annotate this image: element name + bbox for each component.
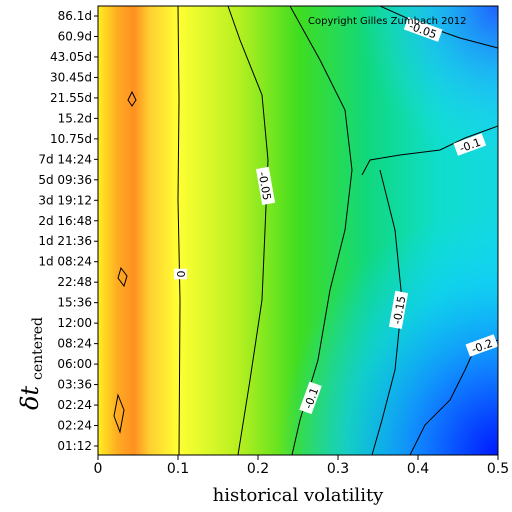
contour-label-bg — [299, 381, 322, 415]
y-tick-label: 5d 09:36 — [38, 173, 92, 187]
contour-blob-1 — [127, 90, 137, 107]
contour-label-bg — [453, 133, 487, 156]
contour-line-neg0-1-right — [361, 125, 498, 176]
copyright-text: Copyright Gilles Zumbach 2012 — [308, 16, 467, 27]
y-tick-label: 03:36 — [57, 378, 92, 392]
y-tick-label: 7d 14:24 — [38, 152, 92, 166]
contour-label: 0 — [174, 268, 188, 280]
contour-line-0 — [177, 6, 181, 455]
contour-label-bg — [403, 17, 443, 42]
y-tick-label: 43.05d — [50, 50, 92, 64]
contour-blob-3 — [113, 393, 125, 434]
x-tick-label: 0.4 — [407, 461, 429, 477]
y-tick-label: 02:24 — [57, 398, 92, 412]
y-tick-label: 2d 16:48 — [38, 214, 92, 228]
y-tick-label: 02:24 — [57, 419, 92, 433]
y-axis-title-main: δt — [16, 386, 44, 410]
contour-label-text: 0 — [175, 271, 188, 278]
y-tick-label: 30.45d — [50, 70, 92, 84]
y-tick-label: 3d 19:12 — [38, 193, 92, 207]
plot-frame — [97, 5, 499, 456]
x-tick-label: 0.5 — [487, 461, 509, 477]
x-tick-label: 0.2 — [247, 461, 269, 477]
y-tick-label: 12:00 — [57, 316, 92, 330]
contour-label-text: -0.15 — [391, 295, 409, 325]
y-tick-label: 86.1d — [58, 9, 92, 23]
contour-label: -0.15 — [388, 290, 409, 330]
y-axis-title: δt centered — [16, 317, 46, 410]
contour-label-bg — [465, 334, 499, 357]
y-tick-label: 1d 08:24 — [38, 255, 92, 269]
contour-label-bg — [255, 166, 276, 206]
heatmap-surface — [98, 6, 498, 455]
y-tick-label: 10.75d — [50, 132, 92, 146]
y-tick-label: 21.55d — [50, 91, 92, 105]
y-tick-label: 08:24 — [57, 337, 92, 351]
contour-line-neg0-15 — [371, 169, 403, 455]
contour-label-text: -0.05 — [256, 171, 274, 201]
contour-label-bg — [388, 290, 409, 330]
y-tick-label: 15.2d — [58, 111, 92, 125]
y-axis-title-sub: centered — [30, 317, 46, 380]
x-tick-label: 0.3 — [327, 461, 349, 477]
contour-label: -0.05 — [255, 166, 276, 206]
contour-blob-2 — [117, 266, 128, 288]
x-axis-title: historical volatility — [213, 485, 385, 506]
contour-labels: 0-0.05-0.1-0.1-0.15-0.2-0.05 — [174, 17, 499, 415]
x-axis-ticks: 0 0.1 0.2 0.3 0.4 0.5 — [94, 455, 509, 477]
y-tick-label: 06:00 — [57, 357, 92, 371]
x-tick-label: 0 — [94, 461, 103, 477]
y-tick-label: 15:36 — [57, 296, 92, 310]
y-tick-label: 1d 21:36 — [38, 234, 92, 248]
y-tick-label: 60.9d — [58, 29, 92, 43]
contour-label-bg — [174, 268, 187, 280]
y-tick-label: 22:48 — [57, 275, 92, 289]
x-tick-label: 0.1 — [167, 461, 189, 477]
y-axis-ticks: 01:12 02:24 02:24 03:36 06:00 08:24 12:00 15:36… — [38, 9, 98, 453]
y-tick-label: 01:12 — [57, 439, 92, 453]
